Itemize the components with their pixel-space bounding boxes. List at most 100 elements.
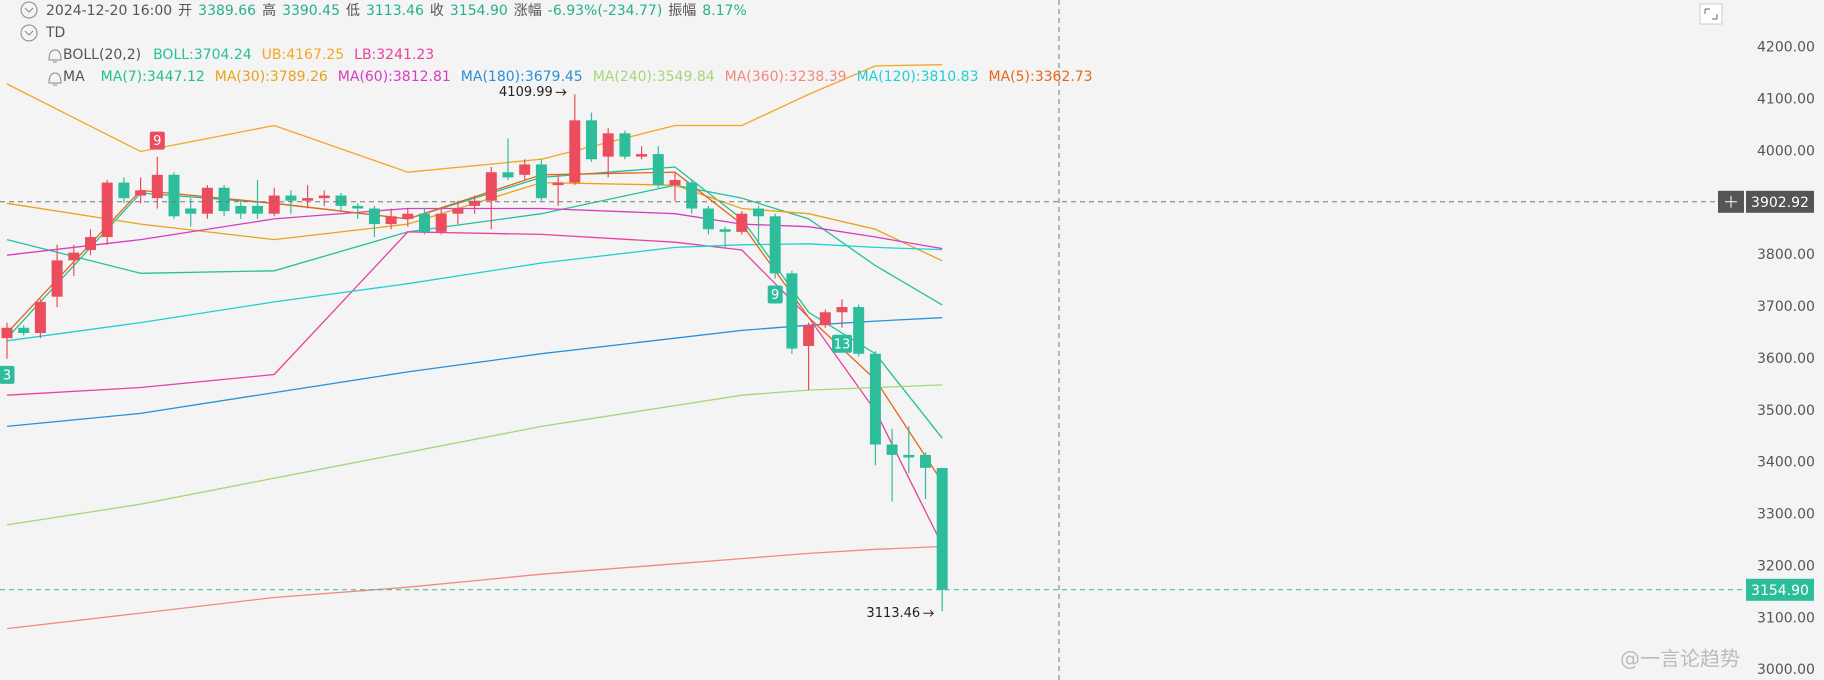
legend-entry: LB:3241.23 xyxy=(354,47,434,63)
candle-body xyxy=(819,312,831,326)
header-value: 3390.45 xyxy=(282,3,340,19)
extreme-label: 3113.46 xyxy=(866,606,920,621)
candle-body xyxy=(185,208,197,214)
candle-body xyxy=(719,229,731,232)
td-label: 9 xyxy=(771,288,779,303)
candle-body xyxy=(552,182,564,186)
candle-body xyxy=(218,187,230,212)
candle-body xyxy=(435,213,447,232)
candle-body xyxy=(368,208,380,225)
y-tick-label: 4000.00 xyxy=(1757,143,1815,159)
candle-body xyxy=(886,444,898,455)
indicator-line xyxy=(6,207,943,256)
header-value: 3113.46 xyxy=(366,3,424,19)
candle-body xyxy=(502,172,514,178)
y-tick-label: 3000.00 xyxy=(1757,662,1815,678)
td-label: 3 xyxy=(3,368,11,383)
y-tick-label: 3500.00 xyxy=(1757,403,1815,419)
candle-body xyxy=(485,172,497,201)
plot xyxy=(1,64,948,630)
td-badge xyxy=(767,285,783,304)
header-value: 3389.66 xyxy=(198,3,256,19)
candle-body xyxy=(602,133,614,157)
candle-body xyxy=(235,205,247,214)
header-label: 低 xyxy=(346,3,360,19)
header-value: 3154.90 xyxy=(450,3,508,19)
header-icons[interactable] xyxy=(20,1,62,86)
header-value: 8.17% xyxy=(702,3,746,19)
candle-body xyxy=(619,133,631,157)
expand-icon[interactable] xyxy=(1699,3,1723,25)
watermark: @一言论趋势 xyxy=(1620,647,1740,671)
candle-body xyxy=(318,195,330,199)
candle-body xyxy=(101,182,113,238)
td-badge xyxy=(149,131,165,150)
candle-body xyxy=(869,353,881,445)
crosshair-plus xyxy=(1725,195,1737,208)
candle-body xyxy=(335,195,347,206)
header-label: 高 xyxy=(262,2,276,19)
y-tick-label: 3100.00 xyxy=(1757,610,1815,626)
candle-body xyxy=(669,179,681,186)
price-tag xyxy=(1746,190,1814,213)
indicator-line xyxy=(6,384,943,526)
indicator-line xyxy=(6,231,943,546)
legend-entry: MA(5):3362.73 xyxy=(988,69,1092,85)
candle-body xyxy=(302,198,314,201)
y-tick-label: 4100.00 xyxy=(1757,92,1815,108)
candle-body xyxy=(936,468,948,590)
candle-body xyxy=(769,216,781,274)
candle-body xyxy=(135,190,147,196)
extreme-label: 4109.99 xyxy=(499,85,553,100)
ma-row-label: MA xyxy=(63,69,85,85)
boll-row-label: BOLL(20,2) xyxy=(63,47,141,63)
price-tag xyxy=(1746,578,1814,601)
candle-body xyxy=(786,273,798,349)
candle-body xyxy=(118,182,130,199)
header-value: -6.93%(-234.77) xyxy=(548,3,663,19)
candle-body xyxy=(201,187,213,214)
y-tick-label: 3700.00 xyxy=(1757,299,1815,315)
td-badge xyxy=(832,334,852,353)
candle-body xyxy=(34,301,46,333)
candle-body xyxy=(702,208,714,230)
candle-body xyxy=(51,260,63,297)
candle-body xyxy=(736,213,748,232)
candle-body xyxy=(385,216,397,225)
candle-body xyxy=(452,208,464,214)
td-badge xyxy=(0,365,15,384)
header-time: 2024-12-20 16:00 xyxy=(46,3,172,19)
extreme-arrow xyxy=(923,609,934,617)
candle-body xyxy=(68,252,80,261)
legend-entry: BOLL:3704.24 xyxy=(153,47,252,63)
candle-body xyxy=(853,307,865,354)
legend-entry: UB:4167.25 xyxy=(262,47,344,63)
legend-entry: MA(120):3810.83 xyxy=(857,69,979,85)
candle-body xyxy=(469,200,481,206)
header-label: 开 xyxy=(178,3,192,19)
candle-body xyxy=(168,174,180,217)
candle-body xyxy=(803,325,815,346)
legend-entry: MA(180):3679.45 xyxy=(461,69,583,85)
y-tick-label: 3300.00 xyxy=(1757,507,1815,523)
indicator-line xyxy=(6,243,943,342)
candle-body xyxy=(636,154,648,157)
legend-entry: MA(7):3447.12 xyxy=(101,69,205,85)
candle-body xyxy=(903,454,915,458)
header-label: 涨幅 xyxy=(514,3,542,19)
candle-body xyxy=(569,120,581,183)
candle-body xyxy=(535,164,547,199)
candle-body xyxy=(18,327,30,333)
candle-body xyxy=(402,213,414,219)
td-label: 13 xyxy=(834,337,851,352)
indicator-line xyxy=(6,181,943,262)
legend-entry: MA(30):3789.26 xyxy=(215,69,328,85)
price-tag-label: 3902.92 xyxy=(1751,195,1809,211)
header-label: 振幅 xyxy=(668,3,696,19)
candle-body xyxy=(652,154,664,186)
candle-body xyxy=(686,182,698,209)
candle-body xyxy=(836,307,848,313)
